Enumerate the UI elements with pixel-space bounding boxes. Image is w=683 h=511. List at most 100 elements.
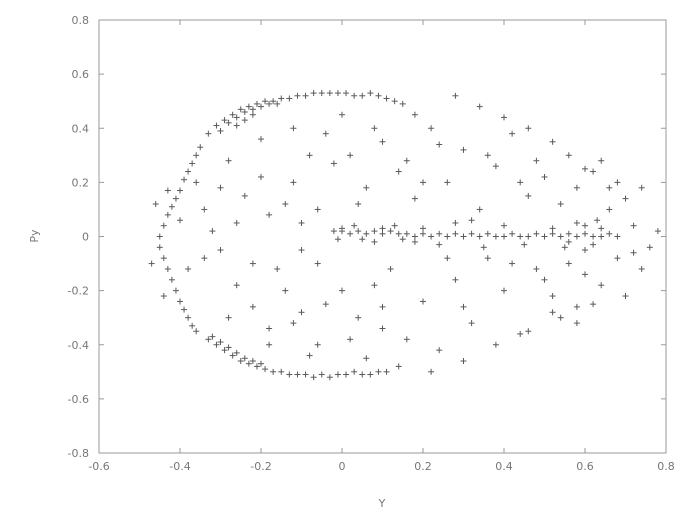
data-point	[233, 219, 240, 226]
data-point	[347, 230, 354, 237]
data-point	[387, 265, 394, 272]
data-point	[468, 217, 475, 224]
data-point	[525, 125, 532, 132]
data-point	[573, 320, 580, 327]
data-point	[351, 222, 358, 229]
data-point	[181, 306, 188, 313]
data-point	[391, 98, 398, 105]
data-point	[258, 103, 264, 110]
data-point	[598, 282, 605, 289]
data-point	[233, 114, 240, 121]
data-point	[330, 228, 337, 235]
data-point	[371, 282, 378, 289]
data-point	[371, 238, 378, 245]
data-point	[302, 371, 309, 378]
data-point	[606, 206, 613, 213]
data-point	[541, 276, 548, 283]
y-tick-label: -0.2	[68, 285, 89, 298]
data-point	[484, 255, 491, 262]
data-point	[606, 184, 613, 191]
data-point	[476, 206, 483, 213]
data-point	[444, 233, 451, 240]
data-point	[201, 255, 208, 262]
data-point	[330, 160, 337, 167]
data-point	[557, 201, 564, 208]
data-point	[363, 230, 370, 237]
data-point	[521, 241, 528, 248]
data-point	[436, 230, 443, 237]
data-point	[565, 260, 572, 267]
data-point	[444, 255, 451, 262]
data-point	[549, 138, 556, 145]
data-point	[343, 371, 350, 378]
y-tick-label: 0.8	[72, 14, 90, 27]
data-point	[156, 244, 163, 251]
data-point	[282, 287, 289, 294]
data-point	[501, 114, 507, 121]
data-point	[258, 360, 264, 367]
data-point	[359, 371, 366, 378]
data-point	[630, 222, 637, 229]
data-point	[258, 173, 264, 180]
data-point	[395, 168, 402, 175]
data-point	[355, 201, 362, 208]
data-point	[549, 309, 556, 316]
data-point	[363, 184, 370, 191]
data-point	[217, 184, 224, 191]
y-tick-label: 0.6	[72, 68, 90, 81]
data-point	[622, 195, 629, 202]
data-point	[476, 233, 483, 240]
data-point	[314, 206, 321, 213]
data-point	[480, 244, 487, 251]
data-point	[225, 344, 232, 351]
data-point	[582, 247, 588, 254]
data-point	[436, 347, 443, 354]
data-point	[160, 293, 167, 300]
data-point	[501, 222, 507, 229]
data-point	[306, 352, 313, 359]
data-point	[189, 322, 196, 329]
data-point	[598, 157, 605, 164]
data-point	[379, 225, 386, 232]
x-axis-title: Y	[378, 497, 386, 510]
data-point	[525, 328, 532, 335]
x-tick-label: -0.6	[88, 460, 109, 473]
data-point	[379, 303, 386, 310]
data-point	[213, 122, 220, 129]
data-point	[403, 336, 410, 343]
x-tick-label: 0.8	[657, 460, 675, 473]
data-point	[492, 163, 499, 170]
y-tick-label: 0.2	[72, 176, 90, 189]
axis-ticks: -0.6 -0.4 -0.2 0 0.2 0.4 0.6 0.8 0.8 0.6 0.4 0.2 0 -0…	[68, 14, 675, 473]
data-point	[533, 265, 540, 272]
data-point	[270, 368, 277, 375]
data-point	[266, 100, 273, 107]
data-point	[452, 230, 459, 237]
data-point	[533, 157, 540, 164]
data-point	[501, 233, 507, 240]
x-tick-label: -0.2	[250, 460, 271, 473]
data-point	[444, 179, 451, 186]
data-point	[517, 330, 524, 337]
data-point	[411, 238, 418, 245]
data-point	[249, 303, 256, 310]
data-point	[391, 222, 398, 229]
data-point	[262, 366, 269, 373]
data-point	[217, 127, 224, 134]
data-point	[339, 225, 345, 232]
data-point	[148, 260, 155, 267]
data-point	[383, 368, 390, 375]
data-point	[509, 230, 516, 237]
data-point	[630, 249, 637, 256]
data-point	[355, 228, 362, 235]
data-point	[164, 265, 171, 272]
data-point	[638, 184, 645, 191]
x-tick-label: -0.4	[169, 460, 190, 473]
data-point	[334, 371, 341, 378]
data-point	[217, 339, 224, 346]
data-point	[266, 341, 273, 348]
data-point	[294, 371, 301, 378]
data-point	[367, 90, 374, 97]
data-point	[351, 92, 358, 99]
